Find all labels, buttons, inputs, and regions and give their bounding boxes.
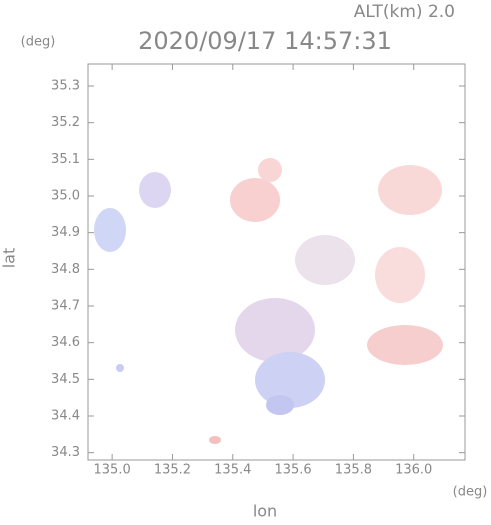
- x-tick-label: 135.0: [94, 463, 131, 478]
- y-tick-label: 34.9: [51, 225, 80, 240]
- y-tick-label: 34.3: [51, 445, 80, 460]
- x-tick-label: 135.8: [335, 463, 372, 478]
- x-axis-label: lon: [253, 502, 277, 521]
- y-tick-label: 34.8: [51, 262, 80, 277]
- y-axis-label: lat: [0, 248, 19, 269]
- echo-field: [94, 158, 443, 444]
- y-tick-label: 34.4: [51, 409, 80, 424]
- y-unit: (deg): [21, 35, 56, 50]
- y-tick-label: 35.1: [51, 152, 80, 167]
- chart-title: 2020/09/17 14:57:31: [138, 27, 392, 55]
- y-tick-label: 35.2: [51, 115, 80, 130]
- x-tick-label: 135.2: [154, 463, 191, 478]
- y-tick-label: 35.3: [51, 79, 80, 94]
- y-tick-label: 34.5: [51, 372, 80, 387]
- y-tick-label: 34.7: [51, 299, 80, 314]
- y-tick-label: 34.6: [51, 335, 80, 350]
- chart-subtitle: ALT(km) 2.0: [354, 2, 455, 22]
- x-tick-label: 136.0: [395, 463, 432, 478]
- y-tick-label: 35.0: [51, 189, 80, 204]
- x-tick-label: 135.6: [274, 463, 311, 478]
- x-tick-label: 135.4: [214, 463, 251, 478]
- x-unit: (deg): [453, 485, 488, 500]
- plot-frame: [87, 63, 466, 461]
